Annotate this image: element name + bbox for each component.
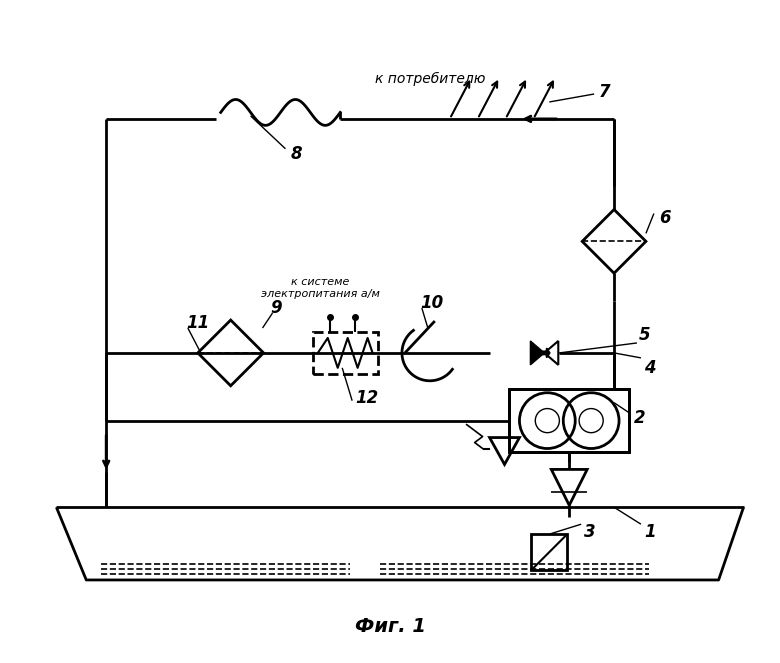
Text: 6: 6 (659, 210, 671, 227)
Text: 5: 5 (639, 326, 651, 344)
Text: 9: 9 (271, 299, 282, 317)
Bar (509, 389, 629, 452)
Bar (531, 534, 567, 570)
Text: 11: 11 (186, 314, 209, 332)
Text: к системе
электропитания а/м: к системе электропитания а/м (261, 277, 380, 299)
Text: 10: 10 (420, 294, 443, 312)
Text: 7: 7 (599, 83, 611, 101)
Text: к потребителю: к потребителю (374, 72, 485, 86)
Text: 12: 12 (355, 389, 378, 406)
Bar (509, 389, 629, 452)
Polygon shape (530, 341, 544, 365)
Bar (313, 332, 378, 374)
Text: 8: 8 (290, 145, 302, 162)
Text: 4: 4 (644, 359, 655, 377)
Text: 3: 3 (584, 523, 596, 541)
Text: 2: 2 (634, 408, 646, 426)
Text: 1: 1 (644, 523, 655, 541)
Text: Фиг. 1: Фиг. 1 (354, 617, 426, 636)
